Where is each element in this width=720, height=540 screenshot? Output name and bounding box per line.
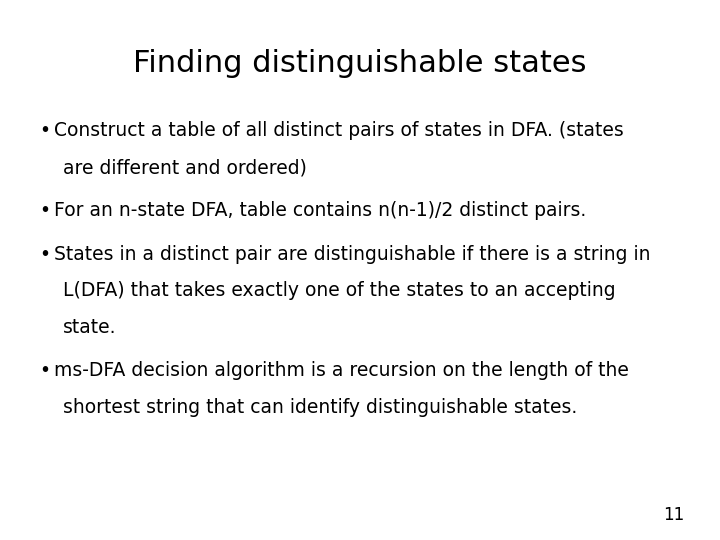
- Text: •: •: [40, 201, 50, 220]
- Text: Construct a table of all distinct pairs of states in DFA. (states: Construct a table of all distinct pairs …: [54, 122, 624, 140]
- Text: •: •: [40, 361, 50, 380]
- Text: •: •: [40, 122, 50, 140]
- Text: are different and ordered): are different and ordered): [63, 158, 307, 177]
- Text: state.: state.: [63, 318, 117, 337]
- Text: For an n-state DFA, table contains n(n-1)/2 distinct pairs.: For an n-state DFA, table contains n(n-1…: [54, 201, 586, 220]
- Text: ms-DFA decision algorithm is a recursion on the length of the: ms-DFA decision algorithm is a recursion…: [54, 361, 629, 380]
- Text: 11: 11: [662, 506, 684, 524]
- Text: shortest string that can identify distinguishable states.: shortest string that can identify distin…: [63, 398, 577, 417]
- Text: States in a distinct pair are distinguishable if there is a string in: States in a distinct pair are distinguis…: [54, 245, 650, 264]
- Text: Finding distinguishable states: Finding distinguishable states: [133, 49, 587, 78]
- Text: •: •: [40, 245, 50, 264]
- Text: L(DFA) that takes exactly one of the states to an accepting: L(DFA) that takes exactly one of the sta…: [63, 281, 616, 300]
